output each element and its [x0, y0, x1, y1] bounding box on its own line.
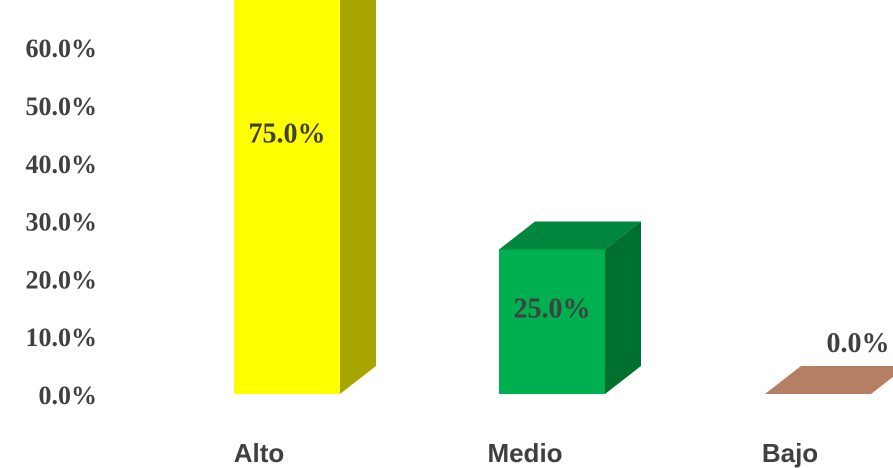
data-label-bajo: 0.0% [827, 328, 890, 359]
bar-bajo [765, 366, 893, 394]
bars [234, 0, 893, 394]
bar-top-face [765, 366, 893, 394]
bar-alto [234, 0, 376, 394]
data-label-medio: 25.0% [514, 294, 591, 325]
category-label-medio: Medio [487, 438, 562, 468]
bar-medio [499, 221, 641, 394]
y-axis-ticks: 0.0% 10.0% 20.0% 30.0% 40.0% 50.0% 60.0% [26, 34, 98, 410]
bar-top-face [499, 221, 641, 250]
data-label-alto: 75.0% [249, 119, 326, 150]
category-label-alto: Alto [234, 438, 285, 468]
y-tick-label: 30.0% [26, 208, 98, 237]
bar-side-face [340, 0, 376, 394]
y-tick-label: 0.0% [39, 381, 98, 410]
category-label-bajo: Bajo [762, 438, 818, 468]
y-tick-label: 40.0% [26, 150, 98, 179]
y-tick-label: 60.0% [26, 34, 98, 63]
bar-front-face [234, 0, 340, 394]
bar-side-face [605, 221, 641, 394]
data-labels: 75.0% 25.0% 0.0% [249, 119, 890, 360]
category-labels: Alto Medio Bajo [234, 438, 818, 468]
y-tick-label: 20.0% [26, 265, 98, 294]
y-tick-label: 50.0% [26, 92, 98, 121]
y-tick-label: 10.0% [26, 323, 98, 352]
bar-front-face [499, 249, 605, 394]
